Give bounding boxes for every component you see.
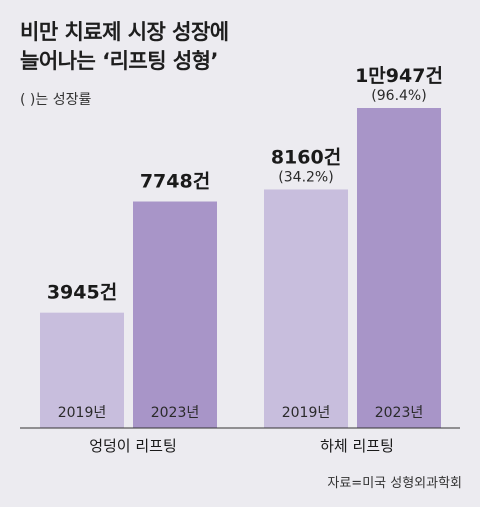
year-label: 2019년 [282,405,331,421]
group-label: 하체 리프팅 [320,437,394,455]
group-label: 엉덩이 리프팅 [89,437,177,455]
value-label: 3945건 [47,282,117,304]
year-label: 2023년 [151,405,200,421]
bar [264,189,348,428]
title-line-2: 늘어나는 ‘리프팅 성형’ [20,49,218,73]
value-label: 8160건 [271,146,341,168]
bar [357,108,441,428]
growth-label: (34.2%) [278,169,333,185]
year-label: 2019년 [58,405,107,421]
source-note: 자료=미국 성형외과학회 [327,476,462,491]
growth-rate-note: ( )는 성장률 [20,92,92,108]
year-label: 2023년 [375,405,424,421]
value-label: 7748건 [140,171,210,193]
chart-title: 비만 치료제 시장 성장에 늘어나는 ‘리프팅 성형’ [20,18,229,76]
bar [40,312,124,428]
bar [133,201,217,428]
title-line-1: 비만 치료제 시장 성장에 [20,20,229,44]
value-label: 1만947건 [355,65,443,87]
growth-label: (96.4%) [371,88,426,104]
